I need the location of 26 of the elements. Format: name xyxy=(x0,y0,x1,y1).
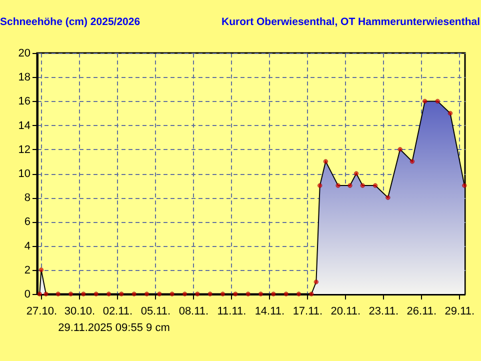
y-tick-label: 4 xyxy=(24,240,30,252)
x-tick-label: 29.11. xyxy=(444,306,475,318)
x-tick-label: 08.11. xyxy=(178,306,209,318)
x-tick-label: 26.11. xyxy=(406,306,437,318)
y-tick-label: 18 xyxy=(18,72,30,84)
chart-subtitle: Kurort Oberwiesenthal, OT Hammerunterwiesenthal xyxy=(222,16,480,28)
y-tick-label: 6 xyxy=(24,216,30,228)
y-tick-label: 20 xyxy=(18,48,30,60)
x-tick-label: 14.11. xyxy=(254,306,285,318)
x-tick-label: 23.11. xyxy=(368,306,399,318)
chart-title: Schneehöhe (cm) 2025/2026 xyxy=(0,16,140,28)
x-tick-label: 17.11. xyxy=(292,306,323,318)
y-tick-label: 2 xyxy=(24,264,30,276)
x-tick-label: 11.11. xyxy=(217,306,246,318)
x-tick-label: 05.11. xyxy=(140,306,171,318)
y-tick-label: 8 xyxy=(24,192,30,204)
y-tick-label: 10 xyxy=(18,168,30,180)
y-tick-label: 12 xyxy=(18,144,30,156)
y-tick-label: 16 xyxy=(18,96,30,108)
x-tick-label: 02.11. xyxy=(102,306,133,318)
y-tick-label: 14 xyxy=(18,120,30,132)
x-tick-label: 20.11. xyxy=(330,306,361,318)
y-tick-label: 0 xyxy=(24,288,30,300)
x-tick-label: 30.10. xyxy=(64,306,96,318)
text: 29.11.2025 09:55 9 cm xyxy=(58,322,170,334)
x-tick-label: 27.10. xyxy=(26,306,58,318)
